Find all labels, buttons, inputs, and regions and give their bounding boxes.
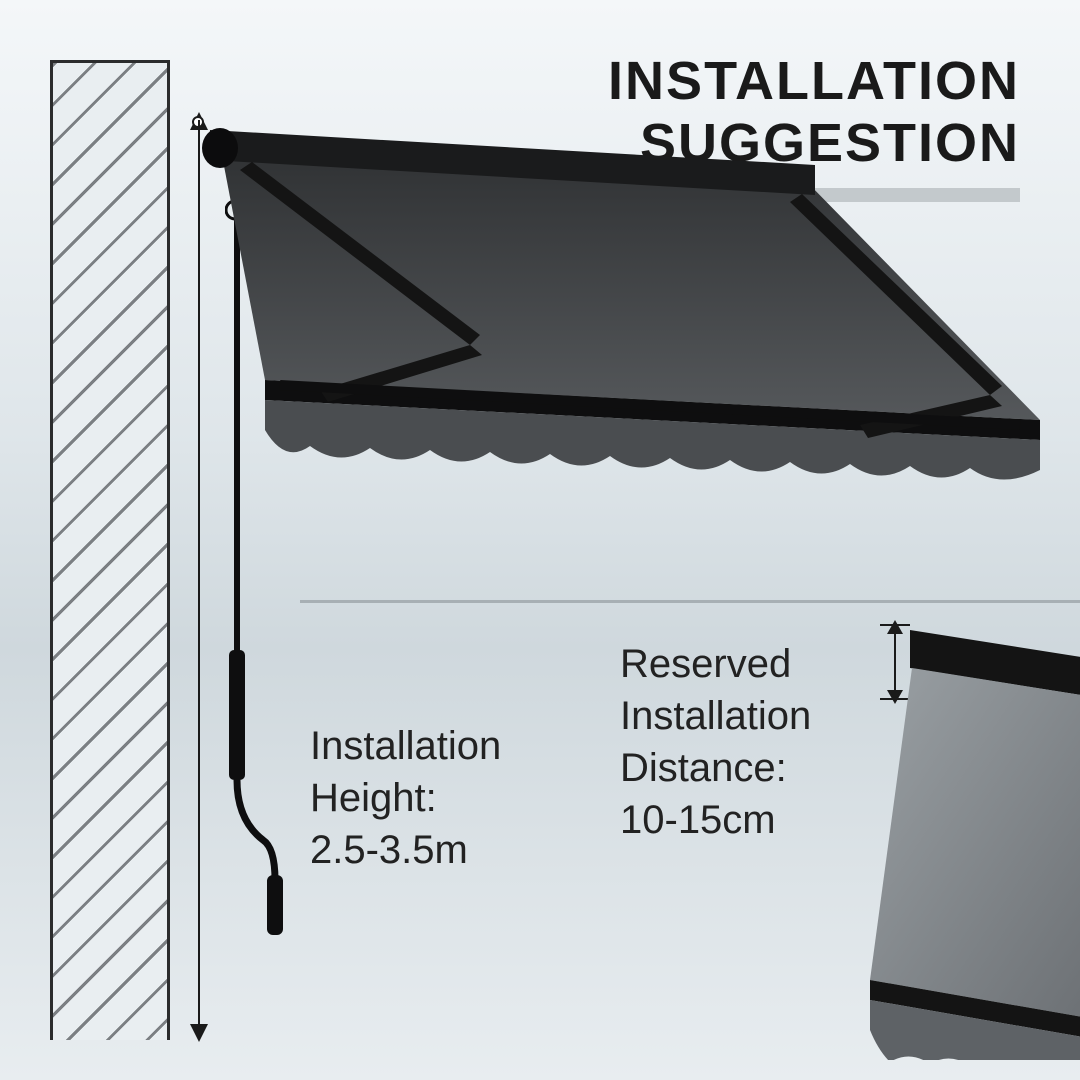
height-value: 2.5-3.5m <box>310 824 610 876</box>
infographic-canvas: INSTALLATION SUGGESTION <box>0 0 1080 1080</box>
title-line-1: INSTALLATION <box>608 50 1020 112</box>
installation-height-label: Installation Height: 2.5-3.5m <box>310 720 610 876</box>
awning-main-illustration <box>170 110 1070 630</box>
wall-hatched <box>50 60 170 1040</box>
awning-detail-illustration <box>840 620 1080 1060</box>
height-label-line1: Installation <box>310 720 610 772</box>
height-arrow-bottom-icon <box>190 1024 208 1042</box>
height-label-line2: Height: <box>310 772 610 824</box>
section-divider <box>300 600 1080 603</box>
